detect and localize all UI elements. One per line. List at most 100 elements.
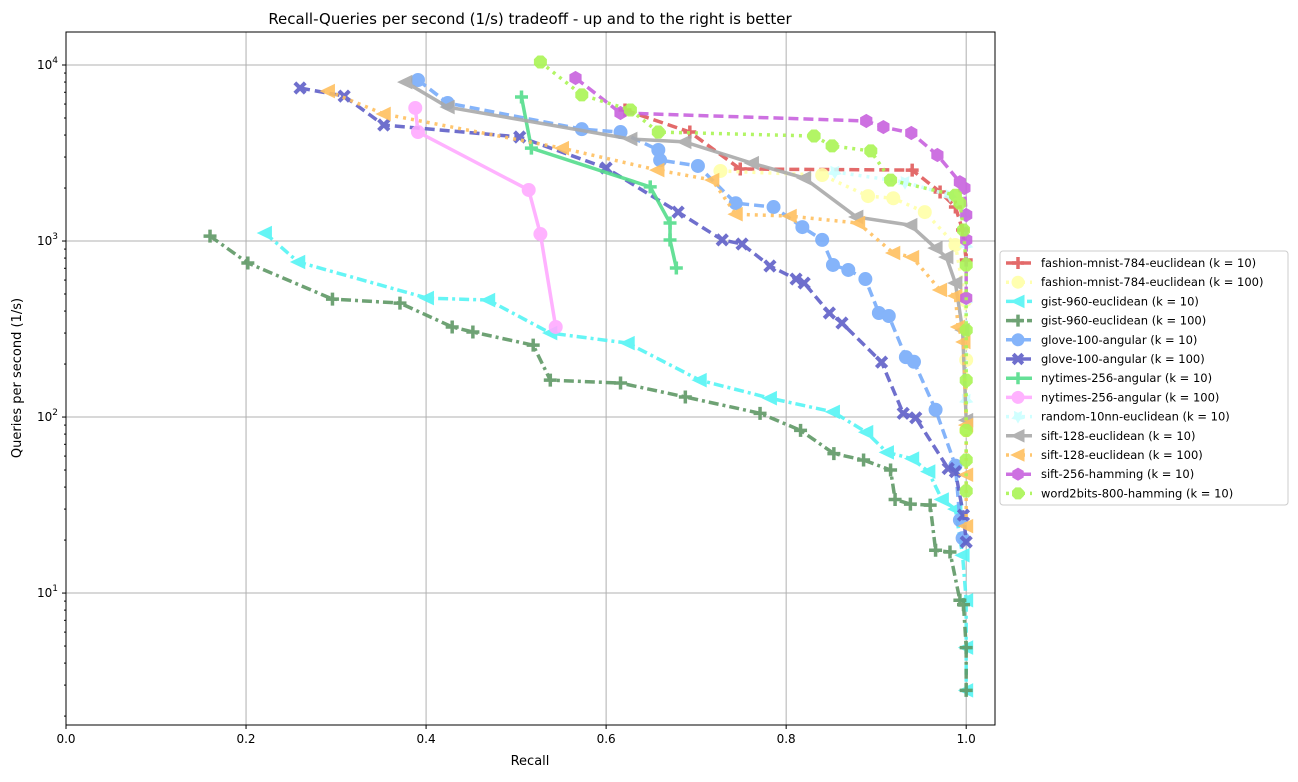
legend-entry bbox=[1006, 314, 1032, 327]
series-line bbox=[539, 60, 968, 492]
triangle-left-marker bbox=[938, 249, 954, 265]
triangle-left-marker bbox=[553, 140, 570, 156]
triangle-left-marker bbox=[622, 131, 638, 147]
series-4 bbox=[410, 72, 970, 546]
octagon-marker bbox=[959, 423, 973, 437]
octagon-marker bbox=[884, 173, 898, 187]
y-tick-label: 102 bbox=[37, 408, 58, 424]
legend-label: fashion-mnist-784-euclidean (k = 10) bbox=[1041, 256, 1256, 270]
plus-marker bbox=[643, 180, 657, 194]
legend-entry bbox=[1006, 294, 1032, 309]
circle-marker bbox=[653, 153, 668, 168]
triangle-left-marker bbox=[1010, 448, 1025, 462]
legend-label: sift-128-euclidean (k = 100) bbox=[1041, 448, 1203, 462]
circle-marker bbox=[410, 125, 425, 140]
circle-marker bbox=[1011, 333, 1025, 347]
y-tick-base: 10 bbox=[37, 58, 52, 72]
triangle-left-marker bbox=[704, 172, 720, 188]
x-marker bbox=[763, 259, 777, 273]
series-11 bbox=[569, 70, 973, 306]
plus-marker bbox=[857, 453, 871, 467]
plus-marker bbox=[466, 325, 480, 339]
legend-label: random-10nn-euclidean (k = 10) bbox=[1041, 410, 1230, 424]
x-marker bbox=[822, 306, 836, 320]
plus-marker bbox=[1012, 314, 1024, 327]
circle-marker bbox=[1011, 275, 1025, 289]
triangle-left-marker bbox=[743, 155, 759, 171]
octagon-marker bbox=[959, 323, 973, 337]
hexagon-marker bbox=[877, 120, 890, 135]
plus-marker bbox=[903, 497, 917, 511]
plus-marker bbox=[514, 90, 528, 104]
y-tick-label: 101 bbox=[37, 584, 58, 600]
plus-marker bbox=[543, 373, 557, 387]
x-marker bbox=[959, 535, 973, 549]
plus-marker bbox=[943, 545, 957, 559]
circle-marker bbox=[948, 237, 963, 252]
triangle-left-marker bbox=[397, 74, 413, 90]
hexagon-marker bbox=[860, 113, 873, 129]
circle-marker bbox=[410, 72, 425, 87]
legend-label: nytimes-256-angular (k = 10) bbox=[1041, 371, 1212, 385]
triangle-left-marker bbox=[849, 215, 866, 231]
plus-marker bbox=[923, 498, 937, 512]
plot-frame bbox=[65, 31, 996, 726]
x-tick-label: 0.0 bbox=[56, 732, 75, 746]
triangle-left-marker bbox=[902, 217, 918, 233]
circle-marker bbox=[825, 257, 840, 272]
triangle-left-marker bbox=[957, 518, 974, 534]
plus-marker bbox=[959, 641, 973, 655]
triangle-left-marker bbox=[676, 134, 692, 150]
octagon-marker bbox=[959, 258, 973, 272]
triangle-left-marker bbox=[931, 282, 948, 298]
circle-marker bbox=[533, 227, 548, 242]
plus-marker bbox=[929, 543, 943, 557]
hexagon-marker bbox=[905, 125, 918, 141]
y-tick-label: 104 bbox=[37, 56, 58, 72]
star-marker bbox=[1011, 410, 1025, 424]
plus-marker bbox=[614, 376, 628, 390]
y-tick-exponent: 4 bbox=[52, 56, 58, 66]
legend-entry bbox=[1006, 429, 1032, 443]
legend-entry bbox=[1006, 487, 1032, 500]
series-7 bbox=[408, 100, 563, 334]
circle-marker bbox=[815, 232, 830, 247]
triangle-left-marker bbox=[761, 390, 777, 406]
octagon-marker bbox=[957, 223, 970, 237]
legend-label: glove-100-angular (k = 10) bbox=[1041, 333, 1197, 347]
triangle-left-marker bbox=[319, 83, 335, 99]
legend-entry bbox=[1006, 390, 1032, 404]
plus-marker bbox=[241, 256, 255, 270]
legend-label: glove-100-angular (k = 100) bbox=[1041, 352, 1205, 366]
legend-entry bbox=[1006, 352, 1032, 366]
x-tick-label: 0.6 bbox=[597, 732, 616, 746]
plus-marker bbox=[956, 598, 970, 612]
circle-marker bbox=[841, 262, 856, 277]
triangle-left-marker bbox=[933, 492, 949, 507]
triangle-left-marker bbox=[857, 424, 874, 440]
triangle-left-marker bbox=[289, 254, 306, 270]
x-marker bbox=[896, 406, 910, 420]
x-axis-label: Recall bbox=[511, 754, 550, 769]
octagon-marker bbox=[533, 55, 547, 69]
series-12 bbox=[533, 55, 973, 498]
x-marker bbox=[671, 205, 685, 219]
triangle-left-marker bbox=[691, 372, 707, 388]
plus-marker bbox=[663, 233, 677, 247]
octagon-marker bbox=[807, 129, 821, 143]
octagon-marker bbox=[825, 139, 839, 153]
octagon-marker bbox=[953, 196, 967, 210]
hexagon-marker bbox=[958, 180, 971, 196]
plus-marker bbox=[678, 390, 692, 404]
plus-marker bbox=[203, 229, 217, 243]
circle-marker bbox=[928, 402, 943, 417]
x-marker bbox=[293, 81, 307, 95]
legend-label: gist-960-euclidean (k = 100) bbox=[1041, 314, 1206, 328]
legend-frame bbox=[999, 250, 1289, 506]
plus-marker bbox=[1012, 257, 1024, 269]
x-marker bbox=[735, 237, 749, 251]
octagon-marker bbox=[651, 125, 665, 139]
x-marker bbox=[835, 316, 849, 330]
